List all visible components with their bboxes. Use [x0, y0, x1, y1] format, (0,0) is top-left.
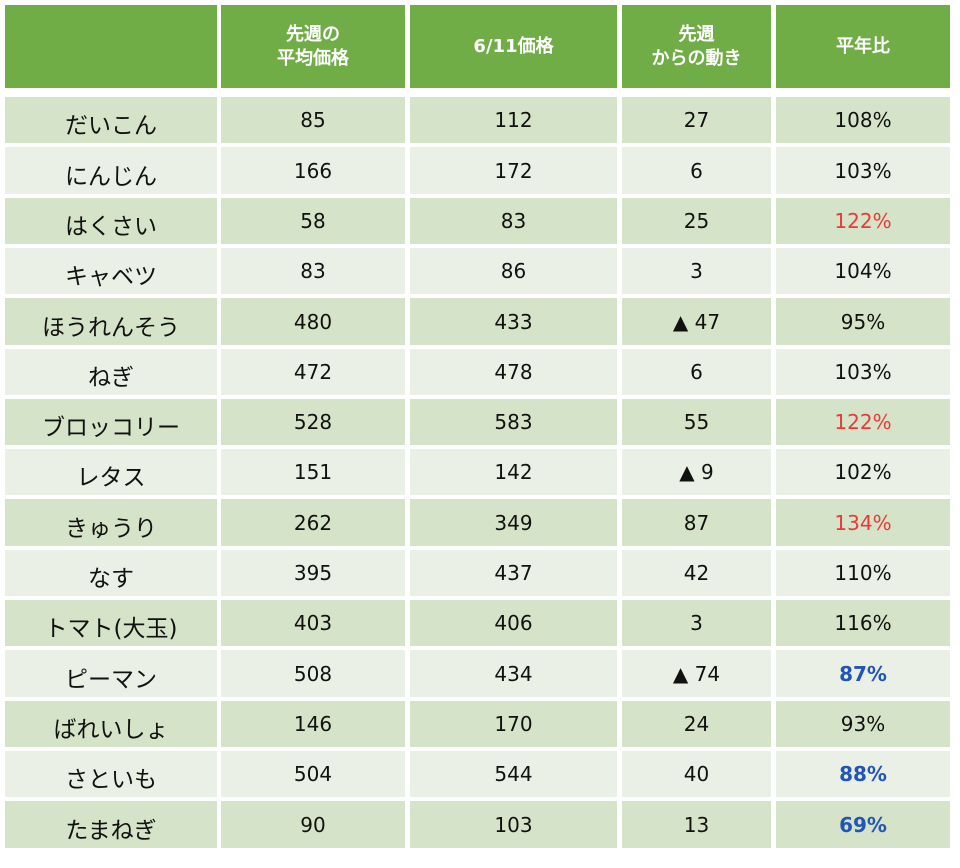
yearly-ratio-cell: 103%: [776, 349, 950, 395]
last-week-price-cell: 403: [221, 600, 405, 646]
change-cell: 87: [622, 499, 771, 546]
vegetable-cell: レタス: [5, 449, 217, 495]
yearly-ratio-cell: 108%: [776, 97, 950, 143]
last-week-price-cell: 480: [221, 298, 405, 345]
current-price-cell: 544: [410, 751, 617, 797]
vegetable-cell: きゅうり: [5, 499, 217, 546]
change-cell: ▲ 9: [622, 449, 771, 495]
change-cell: ▲ 74: [622, 650, 771, 697]
vegetable-cell: キャベツ: [5, 248, 217, 294]
change-cell: 24: [622, 701, 771, 747]
vegetable-cell: たまねぎ: [5, 801, 217, 848]
header-cell: [5, 5, 217, 88]
last-week-price-cell: 146: [221, 701, 405, 747]
change-cell: 6: [622, 349, 771, 395]
vegetable-cell: はくさい: [5, 198, 217, 244]
yearly-ratio-cell: 122%: [776, 399, 950, 445]
last-week-price-cell: 151: [221, 449, 405, 495]
current-price-cell: 434: [410, 650, 617, 697]
change-cell: 27: [622, 97, 771, 143]
yearly-ratio-cell: 95%: [776, 298, 950, 345]
current-price-cell: 406: [410, 600, 617, 646]
current-price-cell: 142: [410, 449, 617, 495]
yearly-ratio-cell: 104%: [776, 248, 950, 294]
vegetable-cell: にんじん: [5, 147, 217, 194]
change-cell: 25: [622, 198, 771, 244]
current-price-cell: 83: [410, 198, 617, 244]
last-week-price-cell: 166: [221, 147, 405, 194]
yearly-ratio-cell: 110%: [776, 550, 950, 596]
yearly-ratio-cell: 134%: [776, 499, 950, 546]
current-price-cell: 437: [410, 550, 617, 596]
vegetable-cell: トマト(大玉): [5, 600, 217, 646]
last-week-price-cell: 83: [221, 248, 405, 294]
vegetable-cell: ピーマン: [5, 650, 217, 697]
last-week-price-cell: 85: [221, 97, 405, 143]
yearly-ratio-cell: 69%: [776, 801, 950, 848]
yearly-ratio-cell: 93%: [776, 701, 950, 747]
vegetable-cell: さといも: [5, 751, 217, 797]
current-price-cell: 112: [410, 97, 617, 143]
last-week-price-cell: 504: [221, 751, 405, 797]
last-week-price-cell: 528: [221, 399, 405, 445]
current-price-cell: 86: [410, 248, 617, 294]
yearly-ratio-cell: 88%: [776, 751, 950, 797]
header-cell: 6/11価格: [410, 5, 617, 88]
header-cell: 平年比: [776, 5, 950, 88]
yearly-ratio-cell: 87%: [776, 650, 950, 697]
change-cell: 13: [622, 801, 771, 848]
yearly-ratio-cell: 122%: [776, 198, 950, 244]
last-week-price-cell: 508: [221, 650, 405, 697]
vegetable-cell: ばれいしょ: [5, 701, 217, 747]
vegetable-cell: ねぎ: [5, 349, 217, 395]
change-cell: 55: [622, 399, 771, 445]
change-cell: 3: [622, 600, 771, 646]
yearly-ratio-cell: 102%: [776, 449, 950, 495]
last-week-price-cell: 472: [221, 349, 405, 395]
current-price-cell: 349: [410, 499, 617, 546]
yearly-ratio-cell: 103%: [776, 147, 950, 194]
current-price-cell: 478: [410, 349, 617, 395]
header-cell: 先週の 平均価格: [221, 5, 405, 88]
last-week-price-cell: 395: [221, 550, 405, 596]
current-price-cell: 172: [410, 147, 617, 194]
last-week-price-cell: 262: [221, 499, 405, 546]
current-price-cell: 433: [410, 298, 617, 345]
change-cell: 6: [622, 147, 771, 194]
last-week-price-cell: 90: [221, 801, 405, 848]
change-cell: 40: [622, 751, 771, 797]
vegetable-cell: だいこん: [5, 97, 217, 143]
change-cell: ▲ 47: [622, 298, 771, 345]
yearly-ratio-cell: 116%: [776, 600, 950, 646]
change-cell: 42: [622, 550, 771, 596]
last-week-price-cell: 58: [221, 198, 405, 244]
header-cell: 先週 からの動き: [622, 5, 771, 88]
current-price-cell: 583: [410, 399, 617, 445]
change-cell: 3: [622, 248, 771, 294]
vegetable-cell: ほうれんそう: [5, 298, 217, 345]
current-price-cell: 103: [410, 801, 617, 848]
current-price-cell: 170: [410, 701, 617, 747]
vegetable-cell: なす: [5, 550, 217, 596]
vegetable-cell: ブロッコリー: [5, 399, 217, 445]
